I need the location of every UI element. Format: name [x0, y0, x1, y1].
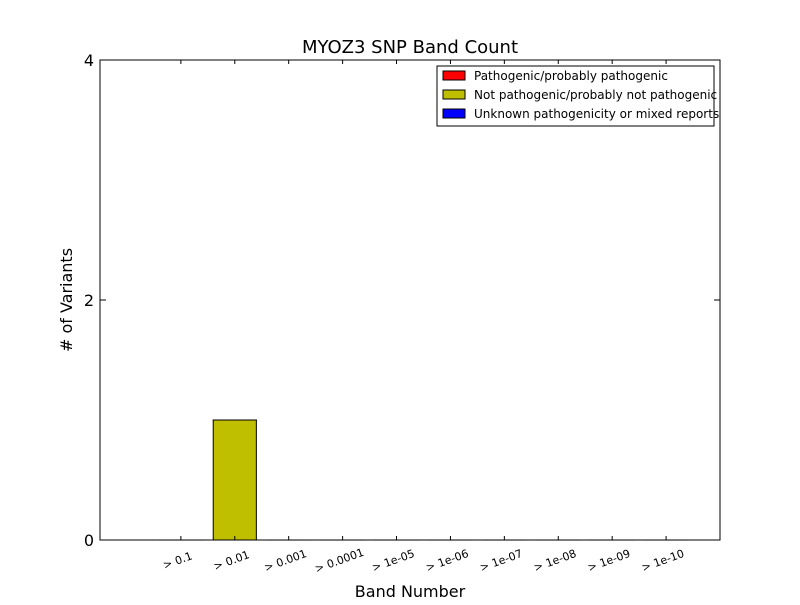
legend-swatch [443, 71, 465, 80]
legend-swatch [443, 109, 465, 118]
x-axis-title: Band Number [355, 582, 466, 600]
y-tick-label: 0 [84, 531, 94, 550]
legend-label: Not pathogenic/probably not pathogenic [474, 88, 717, 102]
y-tick-label: 4 [84, 51, 94, 70]
x-tick-label: > 0.01 [212, 548, 251, 573]
bar-2-2 [213, 420, 256, 540]
y-tick-label: 2 [84, 291, 94, 310]
plot-area [100, 60, 720, 540]
legend-label: Unknown pathogenicity or mixed reports [474, 107, 719, 121]
legend-swatch [443, 90, 465, 99]
legend-label: Pathogenic/probably pathogenic [474, 69, 668, 83]
x-tick-label: > 0.1 [161, 549, 194, 572]
x-tick-label: > 0.001 [262, 547, 308, 574]
x-tick-label: > 1e-10 [640, 547, 686, 574]
x-tick-label: > 1e-08 [532, 547, 578, 574]
x-tick-label: > 1e-09 [586, 547, 632, 574]
chart-title: MYOZ3 SNP Band Count [302, 37, 518, 58]
legend: Pathogenic/probably pathogenic Not pathog… [437, 66, 719, 126]
x-tick-label: > 1e-05 [370, 547, 416, 574]
x-tick-label: > 1e-06 [424, 547, 470, 574]
y-axis-title: # of Variants [57, 248, 76, 352]
x-tick-label: > 1e-07 [478, 547, 524, 574]
x-tick-label: > 0.0001 [313, 546, 366, 576]
